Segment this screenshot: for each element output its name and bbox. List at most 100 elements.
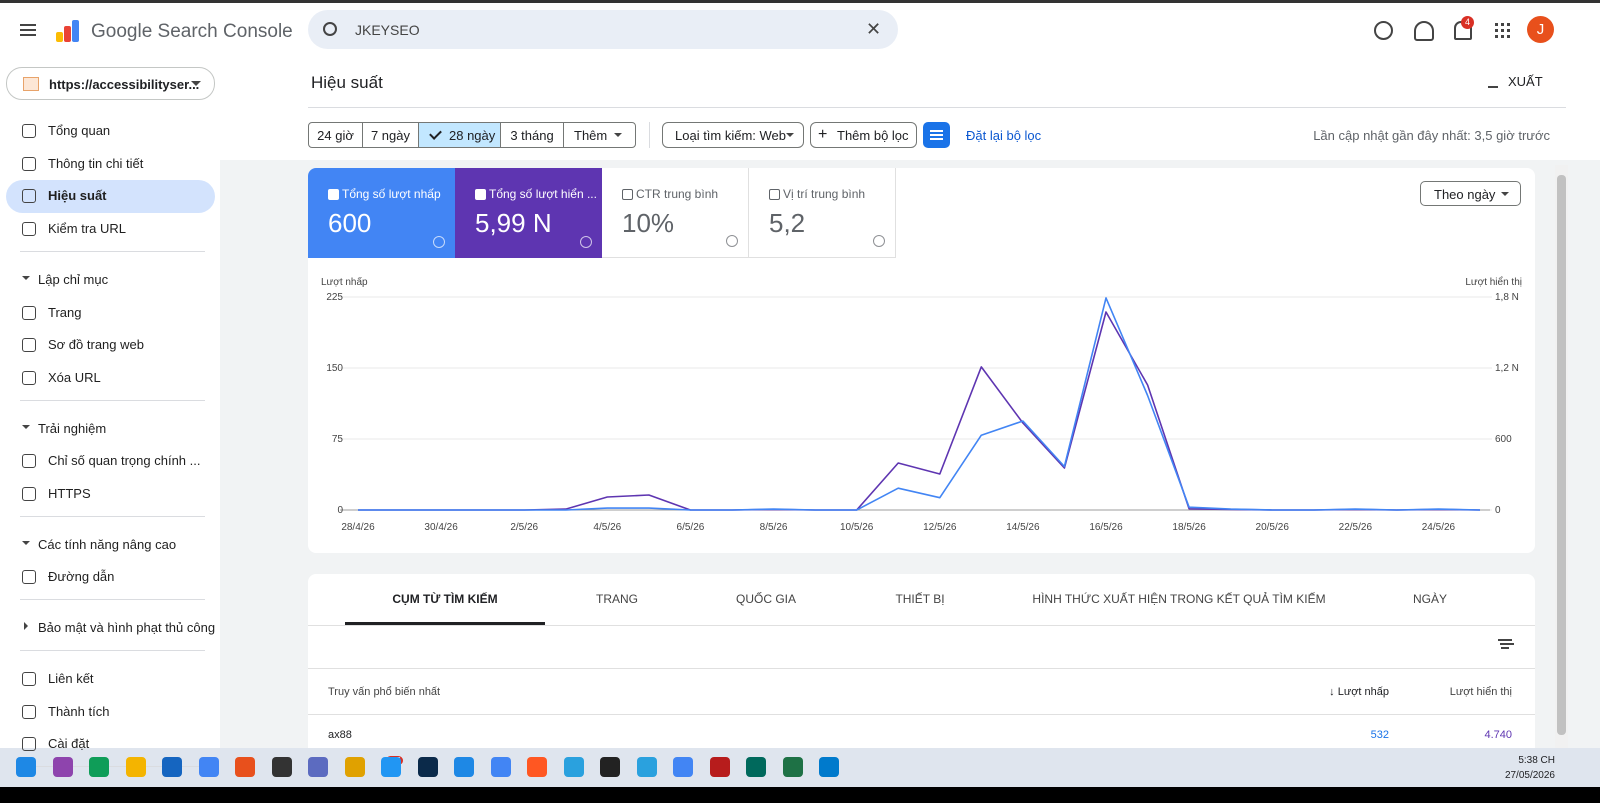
search-box[interactable]: JKEYSEO ✕ xyxy=(308,10,898,49)
impressions-cell: 4.740 xyxy=(1484,729,1512,741)
divider xyxy=(308,668,1535,669)
section-title[interactable]: Lập chỉ mục xyxy=(38,271,109,287)
menu-button[interactable] xyxy=(20,24,36,26)
divider xyxy=(20,399,205,401)
nav-item[interactable]: Kiểm tra URL xyxy=(48,221,127,237)
metric-card[interactable]: Tổng số lượt nhấp 600 xyxy=(308,168,455,258)
taskbar-icon[interactable] xyxy=(673,757,693,777)
nav-item[interactable]: Đường dẫn xyxy=(48,569,115,585)
users-button[interactable] xyxy=(1414,21,1434,41)
metric-card[interactable]: Tổng số lượt hiển ... 5,99 N xyxy=(455,168,602,258)
metric-value: 5,2 xyxy=(769,208,806,238)
export-label: XUẤT xyxy=(1508,74,1543,89)
tab[interactable]: HÌNH THỨC XUẤT HIỆN TRONG KẾT QUẢ TÌM KI… xyxy=(1032,592,1326,606)
more-button[interactable]: Thêm xyxy=(563,122,636,148)
section-title[interactable]: Các tính năng nâng cao xyxy=(38,536,177,552)
add-filter-button[interactable]: Thêm bộ lọc xyxy=(810,122,917,148)
tab[interactable]: QUỐC GIA xyxy=(735,592,796,606)
section-title[interactable]: Trải nghiệm xyxy=(38,420,107,436)
nav-item[interactable]: Thông tin chi tiết xyxy=(48,155,144,171)
taskbar-icon[interactable] xyxy=(600,757,620,777)
taskbar-icon[interactable] xyxy=(198,757,219,777)
nav-item[interactable]: Hiệu suất xyxy=(48,188,107,204)
product-name: Google Search Console xyxy=(91,21,293,42)
section-caret xyxy=(22,424,30,433)
column-header[interactable]: Lượt hiển thị xyxy=(1449,686,1512,698)
divider xyxy=(20,765,205,767)
export-button[interactable]: XUẤT xyxy=(1488,74,1543,89)
taskbar-icon[interactable] xyxy=(162,757,182,777)
divider xyxy=(308,107,1566,108)
nav-item[interactable]: Cài đặt xyxy=(48,736,90,752)
taskbar-icon[interactable] xyxy=(746,757,766,777)
y2-tick-label: 1,2 N xyxy=(1495,363,1519,374)
nav-item[interactable]: Liên kết xyxy=(48,670,94,686)
apps-button[interactable] xyxy=(1495,23,1498,26)
divider xyxy=(308,714,1535,715)
tab[interactable]: NGÀY xyxy=(1412,592,1447,606)
taskbar-icon[interactable] xyxy=(563,757,584,777)
x-tick-label: 8/5/26 xyxy=(760,522,788,533)
nav-item[interactable]: Tổng quan xyxy=(48,123,111,138)
taskbar-icon[interactable] xyxy=(344,757,365,777)
granularity-select[interactable]: Theo ngày xyxy=(1420,181,1521,206)
nav-item[interactable]: Xóa URL xyxy=(48,369,101,385)
help-button[interactable] xyxy=(1374,21,1393,40)
range-button[interactable]: 7 ngày xyxy=(362,122,419,148)
metric-card[interactable]: CTR trung bình 10% xyxy=(602,168,749,258)
taskbar-icon[interactable] xyxy=(490,757,511,777)
range-button[interactable]: 24 giờ xyxy=(308,122,363,148)
taskbar-icon[interactable] xyxy=(52,757,73,777)
taskbar-icon[interactable] xyxy=(89,757,109,777)
property-url: https://accessibilityser... xyxy=(49,77,200,92)
taskbar-icon[interactable] xyxy=(636,757,657,777)
nav-icon xyxy=(22,222,36,237)
taskbar-icon[interactable] xyxy=(454,757,474,777)
range-button-selected[interactable]: 28 ngày xyxy=(418,122,501,148)
search-type-button[interactable]: Loại tìm kiếm: Web xyxy=(662,122,804,148)
taskbar-icon[interactable] xyxy=(709,757,730,777)
nav-item[interactable]: Chỉ số quan trọng chính ... xyxy=(48,453,201,469)
tab[interactable]: THIẾT BỊ xyxy=(895,592,945,606)
nav-item[interactable]: HTTPS xyxy=(48,486,91,501)
taskbar-icon[interactable] xyxy=(125,757,146,777)
section-caret xyxy=(22,275,30,284)
scrollbar[interactable] xyxy=(1555,165,1568,748)
taskbar-icon[interactable] xyxy=(381,757,401,777)
filter-settings-button[interactable] xyxy=(923,122,950,148)
metric-label: Vị trí trung bình xyxy=(783,187,866,201)
x-tick-label: 30/4/26 xyxy=(424,522,458,533)
section-title[interactable]: Bảo mật và hình phạt thủ công xyxy=(38,620,216,636)
metric-label: Tổng số lượt hiển ... xyxy=(489,187,597,201)
range-button[interactable]: 3 tháng xyxy=(500,122,564,148)
taskbar-icon[interactable] xyxy=(782,757,803,777)
avatar[interactable]: J xyxy=(1527,16,1554,43)
x-tick-label: 16/5/26 xyxy=(1089,522,1123,533)
series-line xyxy=(358,297,1481,511)
divider xyxy=(20,599,205,601)
taskbar-icon[interactable] xyxy=(308,757,328,777)
divider xyxy=(649,122,650,148)
reset-link[interactable]: Đặt lại bộ lọc xyxy=(966,128,1042,143)
column-header-sorted[interactable]: ↓ Lượt nhấp xyxy=(1329,686,1389,698)
taskbar-icon[interactable] xyxy=(271,757,292,777)
taskbar-icon[interactable] xyxy=(819,757,839,777)
tab-selected[interactable]: CỤM TỪ TÌM KIẾM xyxy=(392,592,498,606)
nav-item[interactable]: Trang xyxy=(48,304,82,320)
clear-search[interactable]: ✕ xyxy=(866,19,882,39)
nav-icon xyxy=(22,156,36,171)
taskbar-icon[interactable] xyxy=(527,757,547,777)
nav-icon xyxy=(22,189,36,204)
filter-icon-part xyxy=(1501,647,1509,649)
table-filter-button[interactable] xyxy=(1498,639,1512,641)
taskbar-icon[interactable] xyxy=(235,757,255,777)
property-selector[interactable]: https://accessibilityser... xyxy=(6,67,215,100)
taskbar-icon[interactable] xyxy=(417,757,438,777)
clock-date: 27/05/2026 xyxy=(1504,770,1555,781)
metric-card[interactable]: Vị trí trung bình 5,2 xyxy=(749,168,896,258)
nav-item[interactable]: Sơ đồ trang web xyxy=(48,337,144,353)
caret xyxy=(1501,192,1509,200)
tab[interactable]: TRANG xyxy=(596,592,638,606)
taskbar-icon[interactable] xyxy=(16,757,36,777)
nav-item[interactable]: Thành tích xyxy=(48,703,110,719)
